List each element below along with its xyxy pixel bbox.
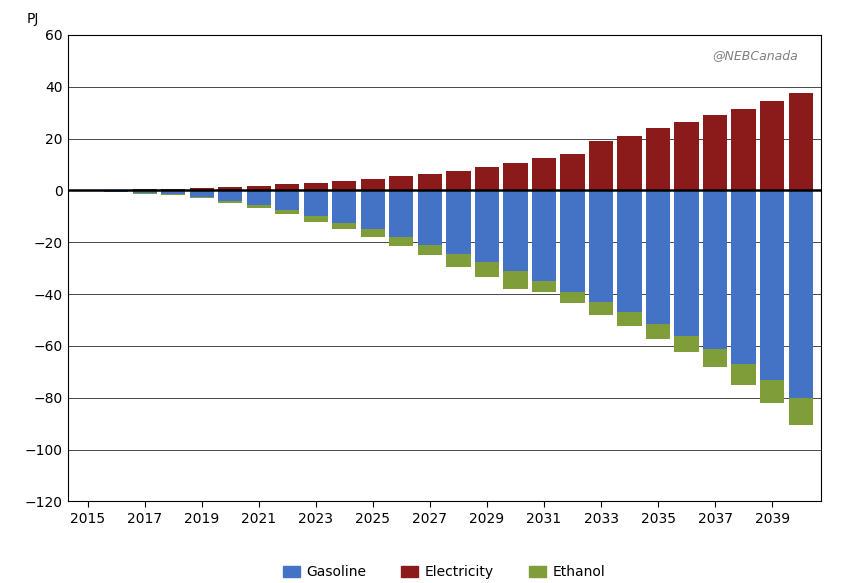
Bar <box>360 229 385 237</box>
Bar <box>703 349 728 367</box>
Bar <box>161 194 185 195</box>
Bar <box>589 141 613 191</box>
Bar <box>475 262 499 278</box>
Bar <box>161 191 185 194</box>
Bar <box>161 189 185 191</box>
Bar <box>618 312 641 326</box>
Bar <box>389 191 414 237</box>
Bar <box>788 398 813 425</box>
Bar <box>304 182 328 191</box>
Bar <box>788 191 813 398</box>
Bar <box>760 101 784 191</box>
Bar <box>247 186 271 191</box>
Bar <box>475 167 499 191</box>
Bar <box>360 179 385 191</box>
Bar <box>190 188 214 191</box>
Bar <box>104 191 129 192</box>
Bar <box>360 191 385 229</box>
Bar <box>788 93 813 191</box>
Bar <box>732 364 755 385</box>
Bar <box>646 191 670 324</box>
Bar <box>560 292 585 303</box>
Bar <box>275 184 299 191</box>
Bar <box>218 201 242 203</box>
Bar <box>646 324 670 339</box>
Bar <box>218 187 242 191</box>
Bar <box>190 197 214 198</box>
Bar <box>389 176 414 191</box>
Bar <box>304 216 328 222</box>
Bar <box>247 191 271 205</box>
Bar <box>674 336 699 352</box>
Bar <box>560 191 585 292</box>
Bar <box>732 109 755 191</box>
Bar <box>447 171 470 191</box>
Bar <box>332 181 356 191</box>
Bar <box>247 205 271 208</box>
Bar <box>304 191 328 216</box>
Bar <box>475 191 499 262</box>
Text: @NEBCanada: @NEBCanada <box>712 49 798 62</box>
Text: PJ: PJ <box>26 12 39 26</box>
Bar <box>503 191 528 271</box>
Bar <box>275 210 299 214</box>
Bar <box>447 191 470 254</box>
Bar <box>589 191 613 302</box>
Bar <box>503 163 528 191</box>
Bar <box>389 237 414 246</box>
Bar <box>674 191 699 336</box>
Bar <box>332 191 356 223</box>
Bar <box>133 191 157 193</box>
Bar <box>532 191 556 281</box>
Legend: Gasoline, Electricity, Ethanol: Gasoline, Electricity, Ethanol <box>277 560 611 583</box>
Bar <box>190 191 214 197</box>
Bar <box>674 122 699 191</box>
Bar <box>532 158 556 191</box>
Bar <box>133 189 157 191</box>
Bar <box>618 136 641 191</box>
Bar <box>503 271 528 289</box>
Bar <box>532 281 556 292</box>
Bar <box>447 254 470 267</box>
Bar <box>646 128 670 191</box>
Bar <box>418 245 442 255</box>
Bar <box>418 174 442 191</box>
Bar <box>589 302 613 315</box>
Bar <box>332 223 356 229</box>
Bar <box>760 380 784 403</box>
Bar <box>703 191 728 349</box>
Bar <box>275 191 299 210</box>
Bar <box>218 191 242 201</box>
Bar <box>618 191 641 312</box>
Bar <box>732 191 755 364</box>
Bar <box>418 191 442 245</box>
Bar <box>703 115 728 191</box>
Bar <box>560 154 585 191</box>
Bar <box>760 191 784 380</box>
